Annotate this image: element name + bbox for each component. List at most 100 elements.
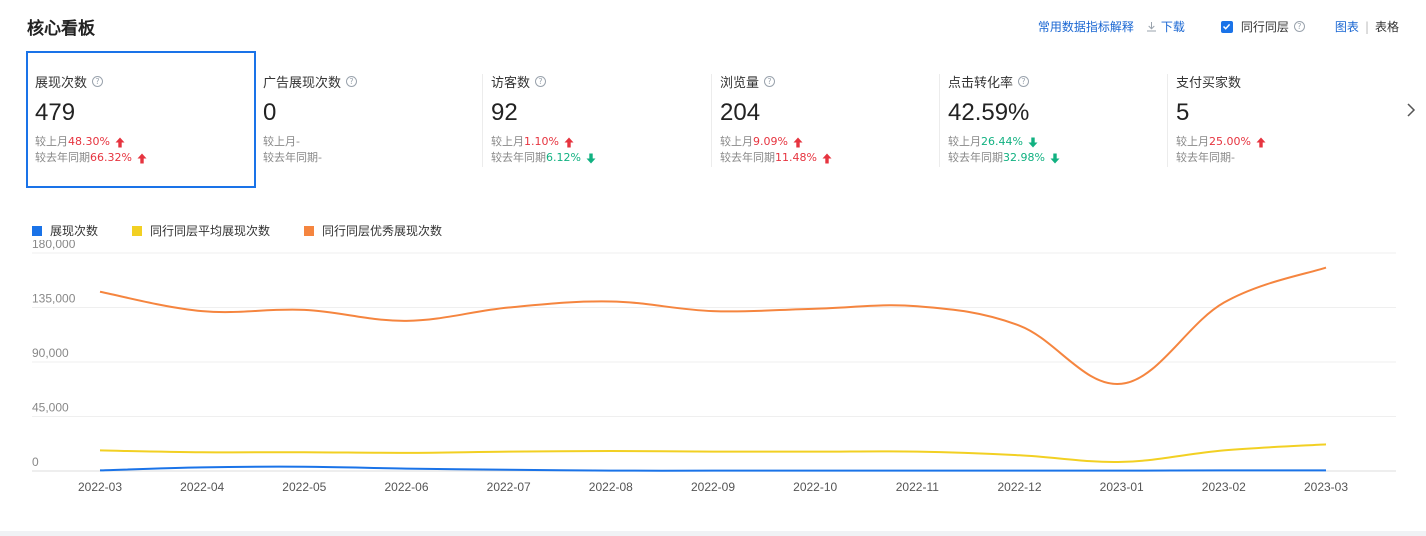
metric-label: 支付买家数: [1176, 76, 1242, 91]
x-tick-label: 2022-04: [180, 480, 224, 494]
download-label: 下载: [1160, 20, 1185, 34]
yoy-value: -: [318, 151, 322, 164]
question-circle-icon[interactable]: ?: [535, 76, 547, 87]
metric-card-pageviews[interactable]: 浏览量? 204 较上月 9.09% 较去年同期 11.48%: [711, 51, 941, 188]
card-divider: [939, 74, 940, 167]
x-tick-label: 2022-11: [896, 480, 939, 494]
y-tick-label: 135,000: [32, 292, 76, 306]
metric-value: 92: [491, 99, 518, 126]
legend-label: 同行同层优秀展现次数: [322, 224, 443, 238]
legend-swatch: [304, 225, 315, 236]
metric-cards: 展现次数? 479 较上月 48.30% 较去年同期 66.32% 广告展现次数? …: [26, 51, 1396, 188]
x-tick-label: 2022-06: [384, 480, 428, 494]
y-tick-label: 180,000: [32, 240, 76, 251]
y-tick-label: 0: [32, 455, 39, 469]
legend-item-impressions[interactable]: 展现次数: [32, 222, 98, 239]
x-tick-label: 2023-03: [1304, 480, 1348, 494]
legend-swatch: [32, 225, 42, 236]
card-divider: [1167, 74, 1168, 167]
mom-label: 较上月: [263, 135, 296, 148]
x-tick-label: 2022-07: [487, 480, 531, 494]
arrow-down-icon: [586, 153, 596, 164]
metric-card-click-conversion[interactable]: 点击转化率? 42.59% 较上月 26.44% 较去年同期 32.98%: [939, 51, 1169, 188]
yoy-label: 较去年同期: [1176, 151, 1231, 164]
tab-divider: |: [1364, 19, 1369, 34]
mom-label: 较上月: [948, 135, 981, 148]
arrow-up-icon: [115, 137, 125, 148]
metric-value: 5: [1176, 99, 1190, 126]
legend-label: 展现次数: [50, 224, 99, 238]
yoy-value: -: [1231, 151, 1235, 164]
download-button[interactable]: 下载: [1146, 18, 1185, 35]
metric-card-impressions[interactable]: 展现次数? 479 较上月 48.30% 较去年同期 66.32%: [26, 51, 256, 188]
metric-label: 展现次数: [35, 76, 88, 91]
view-toggle: 图表 | 表格: [1335, 18, 1399, 35]
yoy-label: 较去年同期: [720, 151, 775, 164]
yoy-value: 32.98%: [1003, 151, 1045, 164]
series-line-peer-average: [99, 443, 1327, 464]
metric-label: 浏览量: [720, 76, 760, 91]
x-tick-label: 2022-03: [78, 480, 122, 494]
metric-value: 204: [720, 99, 761, 126]
arrow-up-icon: [822, 153, 832, 164]
metric-label: 点击转化率: [948, 76, 1014, 91]
x-tick-label: 2022-05: [282, 480, 326, 494]
metric-label: 广告展现次数: [263, 76, 342, 91]
x-tick-label: 2022-09: [691, 480, 735, 494]
x-tick-label: 2022-12: [997, 480, 1041, 494]
mom-value: 25.00%: [1209, 135, 1251, 148]
legend-item-peer-excellent[interactable]: 同行同层优秀展现次数: [304, 222, 442, 239]
metric-value: 0: [263, 99, 277, 126]
arrow-up-icon: [137, 153, 147, 164]
yoy-value: 11.48%: [775, 151, 817, 164]
arrow-down-icon: [1050, 153, 1060, 164]
tab-chart[interactable]: 图表: [1334, 20, 1359, 34]
card-divider: [482, 74, 483, 167]
question-circle-icon[interactable]: ?: [346, 76, 358, 87]
mom-value: 26.44%: [981, 135, 1023, 148]
mom-label: 较上月: [35, 135, 68, 148]
question-circle-icon[interactable]: ?: [92, 76, 104, 87]
arrow-up-icon: [1256, 137, 1266, 148]
x-tick-label: 2023-02: [1202, 480, 1246, 494]
tab-table[interactable]: 表格: [1374, 20, 1399, 34]
series-line-peer-excellent: [99, 266, 1327, 385]
question-circle-icon[interactable]: ?: [1018, 76, 1030, 87]
mom-value: 1.10%: [524, 135, 559, 148]
metric-card-visitors[interactable]: 访客数? 92 较上月 1.10% 较去年同期 6.12%: [482, 51, 712, 188]
metric-help-link[interactable]: 常用数据指标解释: [1037, 20, 1134, 34]
y-tick-label: 45,000: [32, 401, 69, 415]
download-icon: [1146, 22, 1156, 32]
y-tick-label: 90,000: [32, 346, 69, 360]
chart-legend: 展现次数 同行同层平均展现次数 同行同层优秀展现次数: [32, 222, 476, 239]
checkbox-checked-icon: [1220, 20, 1233, 33]
page-title: 核心看板: [27, 19, 95, 39]
metric-label: 访客数: [491, 76, 531, 91]
metric-card-ad-impressions[interactable]: 广告展现次数? 0 较上月 - 较去年同期 -: [254, 51, 484, 188]
question-circle-icon[interactable]: ?: [1293, 21, 1305, 32]
yoy-label: 较去年同期: [948, 151, 1003, 164]
series-line-impressions: [99, 465, 1327, 472]
question-circle-icon[interactable]: ?: [764, 76, 776, 87]
metric-value: 479: [35, 99, 76, 126]
peer-checkbox[interactable]: 同行同层 ?: [1220, 18, 1305, 35]
yoy-label: 较去年同期: [35, 151, 90, 164]
yoy-label: 较去年同期: [491, 151, 546, 164]
x-tick-label: 2022-08: [589, 480, 633, 494]
bottom-scrollbar-track: [0, 531, 1426, 536]
mom-value: -: [296, 135, 300, 148]
arrow-up-icon: [564, 137, 574, 148]
yoy-label: 较去年同期: [263, 151, 318, 164]
metric-card-paying-buyers[interactable]: 支付买家数 5 较上月 25.00% 较去年同期 -: [1167, 51, 1397, 188]
legend-item-peer-average[interactable]: 同行同层平均展现次数: [132, 222, 270, 239]
arrow-up-icon: [793, 137, 803, 148]
legend-swatch: [132, 225, 143, 236]
mom-label: 较上月: [1176, 135, 1209, 148]
metric-value: 42.59%: [948, 99, 1030, 126]
legend-label: 同行同层平均展现次数: [150, 224, 271, 238]
mom-label: 较上月: [491, 135, 524, 148]
chevron-right-icon[interactable]: [1406, 102, 1416, 122]
line-chart: 0 45,000 90,000 135,000 180,000 2022-03 2022-0…: [32, 240, 1396, 494]
mom-value: 9.09%: [753, 135, 788, 148]
yoy-value: 66.32%: [90, 151, 132, 164]
